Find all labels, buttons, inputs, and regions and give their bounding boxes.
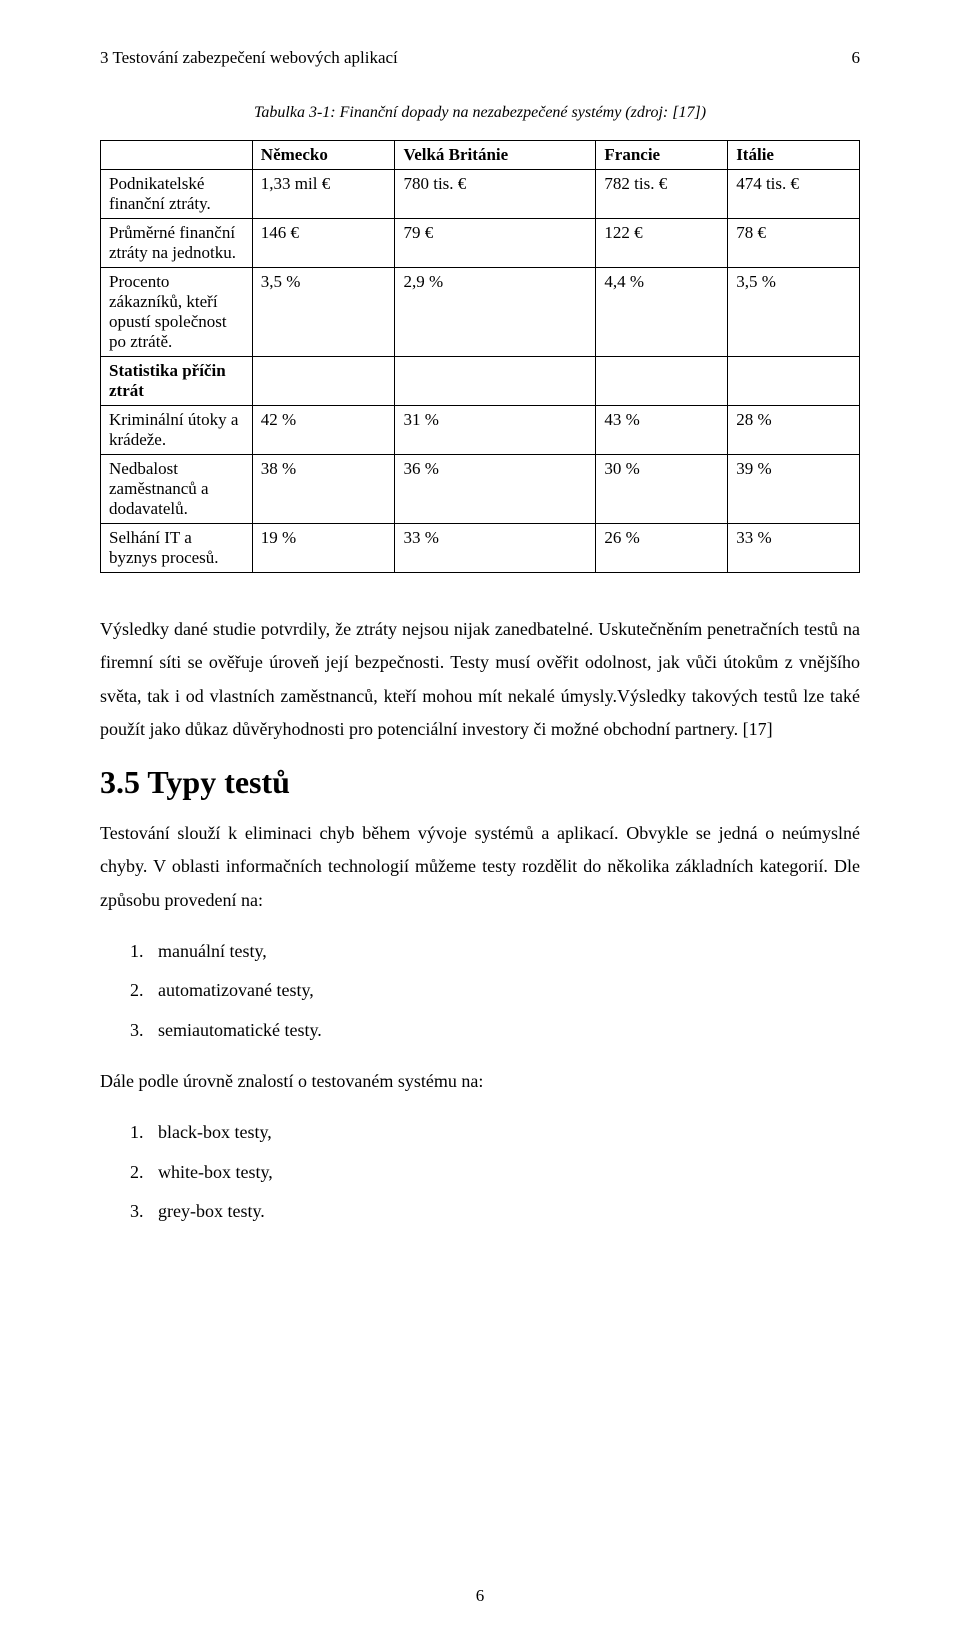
- table-cell: 2,9 %: [395, 268, 596, 357]
- list-item: grey-box testy.: [148, 1195, 860, 1228]
- running-header: 3 Testování zabezpečení webových aplikac…: [100, 48, 860, 68]
- page-number: 6: [0, 1586, 960, 1606]
- section-heading: 3.5 Typy testů: [100, 764, 860, 801]
- table-cell: 30 %: [596, 455, 728, 524]
- financial-table: Německo Velká Británie Francie Itálie Po…: [100, 140, 860, 573]
- table-cell: 474 tis. €: [728, 170, 860, 219]
- table-cell: 33 %: [728, 524, 860, 573]
- table-cell: 3,5 %: [728, 268, 860, 357]
- table-caption: Tabulka 3-1: Finanční dopady na nezabezp…: [100, 104, 860, 122]
- table-cell: 3,5 %: [252, 268, 395, 357]
- table-header-row: Německo Velká Británie Francie Itálie: [101, 141, 860, 170]
- list-item: semiautomatické testy.: [148, 1014, 860, 1047]
- page: 3 Testování zabezpečení webových aplikac…: [0, 0, 960, 1636]
- list-item: manuální testy,: [148, 935, 860, 968]
- list-item: white-box testy,: [148, 1156, 860, 1189]
- table-row: Průměrné finanční ztráty na jednotku. 14…: [101, 219, 860, 268]
- table-cell: 39 %: [728, 455, 860, 524]
- table-cell: [252, 357, 395, 406]
- row-label: Nedbalost zaměstnanců a dodavatelů.: [101, 455, 253, 524]
- table-cell: 28 %: [728, 406, 860, 455]
- table-row: Nedbalost zaměstnanců a dodavatelů. 38 %…: [101, 455, 860, 524]
- list-item: black-box testy,: [148, 1116, 860, 1149]
- table-cell: 146 €: [252, 219, 395, 268]
- table-cell: [596, 357, 728, 406]
- table-row: Procento zákazníků, kteří opustí společn…: [101, 268, 860, 357]
- table-row: Statistika příčin ztrát: [101, 357, 860, 406]
- header-left: 3 Testování zabezpečení webových aplikac…: [100, 48, 398, 68]
- table-cell: 19 %: [252, 524, 395, 573]
- table-col-header: Itálie: [728, 141, 860, 170]
- test-methods-list: manuální testy, automatizované testy, se…: [100, 935, 860, 1047]
- table-cell: 79 €: [395, 219, 596, 268]
- table-cell: 780 tis. €: [395, 170, 596, 219]
- table-cell: 38 %: [252, 455, 395, 524]
- table-cell: 4,4 %: [596, 268, 728, 357]
- table-col-header: Německo: [252, 141, 395, 170]
- header-right: 6: [852, 48, 861, 68]
- row-label: Podnikatelské finanční ztráty.: [101, 170, 253, 219]
- table-cell: 33 %: [395, 524, 596, 573]
- table-row: Selhání IT a byznys procesů. 19 % 33 % 2…: [101, 524, 860, 573]
- row-label: Procento zákazníků, kteří opustí společn…: [101, 268, 253, 357]
- table-cell: 78 €: [728, 219, 860, 268]
- table-cell: 1,33 mil €: [252, 170, 395, 219]
- table-col-header: Francie: [596, 141, 728, 170]
- table-cell: [395, 357, 596, 406]
- list-item: automatizované testy,: [148, 974, 860, 1007]
- table-cell: 42 %: [252, 406, 395, 455]
- row-label: Kriminální útoky a krádeže.: [101, 406, 253, 455]
- row-label: Selhání IT a byznys procesů.: [101, 524, 253, 573]
- table-row: Podnikatelské finanční ztráty. 1,33 mil …: [101, 170, 860, 219]
- table-row: Kriminální útoky a krádeže. 42 % 31 % 43…: [101, 406, 860, 455]
- table-corner-cell: [101, 141, 253, 170]
- table-cell: 122 €: [596, 219, 728, 268]
- paragraph-knowledge: Dále podle úrovně znalostí o testovaném …: [100, 1065, 860, 1098]
- table-cell: 782 tis. €: [596, 170, 728, 219]
- table-cell: 36 %: [395, 455, 596, 524]
- paragraph-intro: Testování slouží k eliminaci chyb během …: [100, 817, 860, 917]
- table-cell: 43 %: [596, 406, 728, 455]
- table-cell: [728, 357, 860, 406]
- paragraph-results: Výsledky dané studie potvrdily, že ztrát…: [100, 613, 860, 746]
- table-col-header: Velká Británie: [395, 141, 596, 170]
- row-label: Průměrné finanční ztráty na jednotku.: [101, 219, 253, 268]
- row-label: Statistika příčin ztrát: [101, 357, 253, 406]
- table-cell: 26 %: [596, 524, 728, 573]
- box-tests-list: black-box testy, white-box testy, grey-b…: [100, 1116, 860, 1228]
- table-cell: 31 %: [395, 406, 596, 455]
